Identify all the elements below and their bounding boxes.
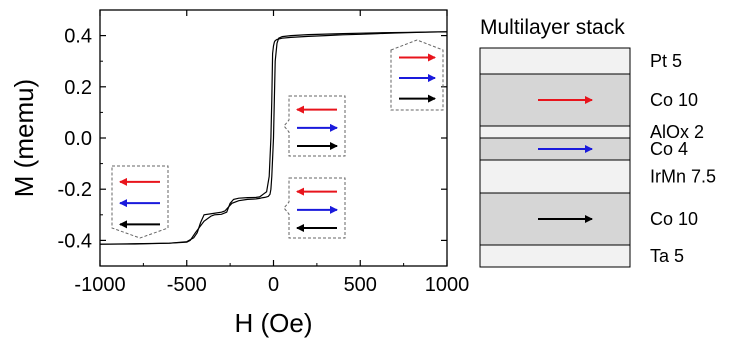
x-tick-label: -1000: [74, 274, 125, 296]
inset-border: [283, 95, 346, 157]
inset-border: [111, 165, 169, 239]
layer-label: Ta 5: [650, 246, 684, 266]
stack-layer: [479, 125, 631, 139]
y-tick-label: -0.4: [58, 230, 92, 252]
x-tick-label: 0: [268, 274, 279, 296]
hysteresis-branch-2: [99, 31, 448, 245]
layer-label: Co 10: [650, 209, 698, 229]
y-tick-label: 0.4: [64, 26, 92, 48]
layer-label: AlOx 2: [650, 122, 704, 142]
x-tick-label: -500: [167, 274, 207, 296]
magnetization-inset: [390, 39, 444, 111]
layer-label: IrMn 7.5: [650, 167, 716, 187]
y-axis-label: M (memu): [9, 79, 39, 197]
layer-label: Co 10: [650, 90, 698, 110]
x-axis-label: H (Oe): [235, 308, 313, 338]
magnetization-inset: [111, 165, 169, 239]
hysteresis-branch-1: [99, 31, 448, 245]
stack-title: Multilayer stack: [480, 16, 625, 39]
x-tick-label: 500: [344, 274, 377, 296]
layer-label: Co 4: [650, 139, 688, 159]
y-tick-label: 0.0: [64, 128, 92, 150]
inset-border: [283, 177, 346, 239]
x-tick-label: 1000: [425, 274, 470, 296]
y-tick-label: -0.2: [58, 179, 92, 201]
magnetization-inset: [283, 95, 346, 157]
inset-border: [390, 39, 444, 111]
layer-label: Pt 5: [650, 51, 682, 71]
magnetization-inset: [283, 177, 346, 239]
stack-layer: [479, 244, 631, 268]
stack-layer: [479, 47, 631, 75]
y-tick-label: 0.2: [64, 77, 92, 99]
stack-layer: [479, 159, 631, 194]
